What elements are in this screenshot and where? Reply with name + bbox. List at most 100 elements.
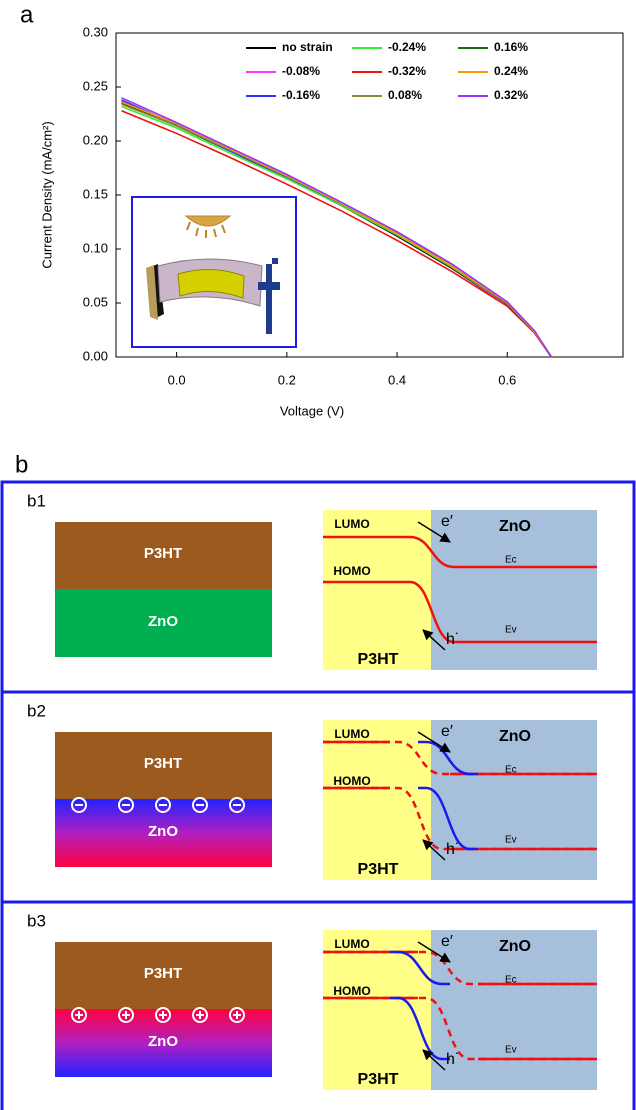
y-tick-label: 0.20 xyxy=(83,132,108,147)
layer xyxy=(55,589,272,657)
charge xyxy=(229,797,245,813)
layer xyxy=(55,799,272,867)
level-label: Ev xyxy=(505,835,517,846)
charge xyxy=(155,797,171,813)
material-label: ZnO xyxy=(499,518,531,535)
charge xyxy=(71,797,87,813)
level-label: Ev xyxy=(505,625,517,636)
y-axis-label: Current Density (mA/cm²) xyxy=(39,121,54,268)
panel-label: a xyxy=(20,1,34,28)
series-line xyxy=(121,110,553,358)
band xyxy=(323,950,597,986)
charge xyxy=(159,1011,167,1019)
panel-label: b xyxy=(15,451,28,478)
level-label: Ec xyxy=(505,555,517,566)
charge xyxy=(122,1011,130,1019)
x-tick-label: 0.0 xyxy=(168,372,186,387)
charge xyxy=(71,1007,87,1023)
y-tick-label: 0.30 xyxy=(83,24,108,39)
charge xyxy=(229,1007,245,1023)
acceptor-region xyxy=(431,510,597,670)
subpanel-label: b2 xyxy=(27,701,46,720)
layer-label: ZnO xyxy=(148,823,178,840)
carrier-label: h˙ xyxy=(446,631,460,648)
layer xyxy=(55,1009,272,1077)
acceptor-region xyxy=(431,930,597,1090)
band-label: LUMO xyxy=(334,937,369,951)
charge xyxy=(75,1011,83,1019)
band xyxy=(323,535,597,569)
band xyxy=(323,580,597,644)
carrier-label: e′ xyxy=(441,933,453,950)
charge xyxy=(192,1007,208,1023)
layer-label: ZnO xyxy=(148,613,178,630)
x-tick-label: 0.4 xyxy=(388,372,406,387)
layer xyxy=(55,522,272,589)
y-tick-label: 0.00 xyxy=(83,348,108,363)
donor-region xyxy=(323,510,431,670)
band xyxy=(323,786,597,851)
charge xyxy=(192,797,208,813)
carrier-label: h˙ xyxy=(446,841,460,858)
layer-label: P3HT xyxy=(144,965,182,982)
layer-label: P3HT xyxy=(144,545,182,562)
band-label: LUMO xyxy=(334,517,369,531)
band-label: HOMO xyxy=(333,984,370,998)
material-label: P3HT xyxy=(358,1071,399,1088)
y-tick-label: 0.15 xyxy=(83,186,108,201)
x-tick-label: 0.6 xyxy=(498,372,516,387)
band xyxy=(390,996,450,1061)
material-label: ZnO xyxy=(499,938,531,955)
legend-label: -0.08% xyxy=(282,64,320,78)
donor-region xyxy=(323,930,431,1090)
band xyxy=(418,740,478,776)
carrier-label: e′ xyxy=(441,723,453,740)
level-label: Ec xyxy=(505,975,517,986)
legend-label: 0.32% xyxy=(494,88,528,102)
layer-label: ZnO xyxy=(148,1033,178,1050)
arrow xyxy=(417,731,451,753)
y-tick-label: 0.25 xyxy=(83,78,108,93)
arrow xyxy=(422,1049,446,1071)
carrier-label: h˙ xyxy=(446,1051,460,1068)
y-tick-label: 0.10 xyxy=(83,240,108,255)
x-axis-label: Voltage (V) xyxy=(280,403,344,418)
level-label: Ec xyxy=(505,765,517,776)
panel-b: b1 P3HT ZnO LUMO HOMO ZnO P3HT e′ h˙ Ec Ev b2 P3HT Zn… xyxy=(27,491,597,1090)
arrow xyxy=(417,521,451,543)
legend-label: -0.24% xyxy=(388,40,426,54)
carrier-label: e′ xyxy=(441,513,453,530)
band xyxy=(390,950,450,986)
charge xyxy=(155,1007,171,1023)
band-label: HOMO xyxy=(333,774,370,788)
arrow xyxy=(422,839,446,861)
arrow xyxy=(417,941,451,963)
charge xyxy=(196,1011,204,1019)
layer-label: P3HT xyxy=(144,755,182,772)
layer xyxy=(55,732,272,799)
material-label: ZnO xyxy=(499,728,531,745)
level-label: Ev xyxy=(505,1045,517,1056)
panel-frame xyxy=(0,480,636,1110)
layer xyxy=(55,942,272,1009)
legend-label: 0.16% xyxy=(494,40,528,54)
inset xyxy=(131,196,297,348)
legend-label: 0.08% xyxy=(388,88,422,102)
legend-label: no strain xyxy=(282,40,333,54)
material-label: P3HT xyxy=(358,861,399,878)
legend-label: -0.32% xyxy=(388,64,426,78)
arrow xyxy=(422,629,446,651)
legend-label: -0.16% xyxy=(282,88,320,102)
series-line xyxy=(121,97,553,358)
subpanel-label: b3 xyxy=(27,911,46,930)
charge xyxy=(233,1011,241,1019)
subpanel-label: b1 xyxy=(27,491,46,510)
x-tick-label: 0.2 xyxy=(278,372,296,387)
legend-label: 0.24% xyxy=(494,64,528,78)
charge xyxy=(118,797,134,813)
band-label: HOMO xyxy=(333,564,370,578)
band-label: LUMO xyxy=(334,727,369,741)
material-label: P3HT xyxy=(358,651,399,668)
